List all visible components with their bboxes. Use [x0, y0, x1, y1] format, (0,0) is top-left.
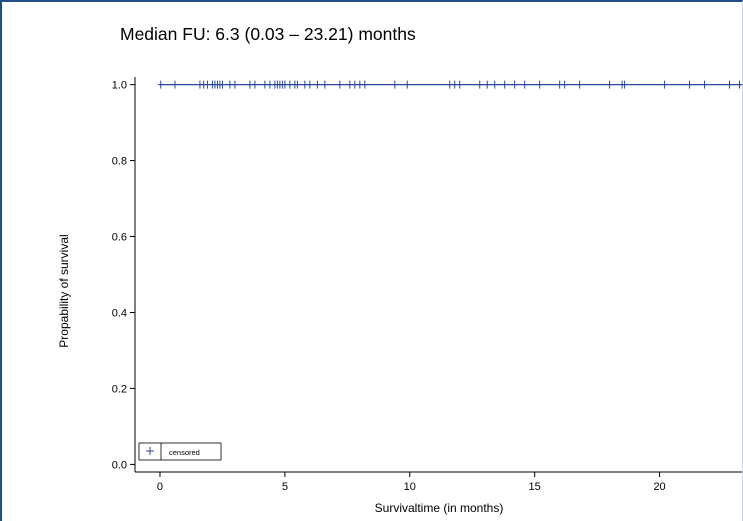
x-tick-label: 5: [282, 481, 288, 493]
x-tick-label: 10: [404, 481, 416, 493]
censored-mark: [561, 80, 568, 89]
y-tick-label: 0.0: [112, 459, 127, 471]
y-tick-label: 0.6: [112, 232, 127, 244]
censored-mark: [314, 80, 321, 89]
censored-mark: [321, 80, 328, 89]
censored-mark: [736, 80, 743, 89]
y-axis-label: Propability of survival: [57, 234, 71, 347]
censored-mark: [606, 80, 613, 89]
legend-box: [138, 442, 222, 461]
censored-mark: [251, 80, 258, 89]
censored-mark: [219, 80, 226, 89]
x-tick-label: 20: [653, 481, 665, 493]
censored-mark: [576, 80, 583, 89]
censored-mark: [157, 80, 164, 89]
censored-mark: [536, 80, 543, 89]
legend: censored: [138, 442, 222, 461]
y-tick-label: 0.4: [112, 307, 127, 319]
censored-mark: [361, 80, 368, 89]
x-axis-ticks: 0 5 10 15 20: [157, 472, 666, 493]
censored-mark: [476, 80, 483, 89]
censored-mark: [171, 80, 178, 89]
censored-mark: [336, 80, 343, 89]
y-tick-label: 0.8: [112, 156, 127, 168]
chart-title: Median FU: 6.3 (0.03 – 23.21) months: [120, 24, 416, 44]
x-tick-label: 15: [529, 481, 541, 493]
censored-mark: [404, 80, 411, 89]
censored-mark: [701, 80, 708, 89]
censored-marks: [157, 80, 743, 89]
censored-mark: [491, 80, 498, 89]
y-axis-ticks: 0.0 0.2 0.4 0.6 0.8 1.0: [112, 80, 135, 471]
x-axis-label: Survivaltime (in months): [375, 501, 504, 515]
censored-mark: [456, 80, 463, 89]
y-tick-label: 1.0: [112, 80, 127, 92]
censored-mark: [231, 80, 238, 89]
legend-censored-plus-icon: [146, 447, 154, 455]
censored-mark: [686, 80, 693, 89]
censored-mark: [484, 80, 491, 89]
censored-mark: [294, 80, 301, 89]
censored-mark: [511, 80, 518, 89]
y-tick-label: 0.2: [112, 383, 127, 395]
censored-mark: [621, 80, 628, 89]
censored-mark: [661, 80, 668, 89]
censored-mark: [521, 80, 528, 89]
x-tick-label: 0: [157, 481, 163, 493]
censored-mark: [501, 80, 508, 89]
censored-mark: [306, 80, 313, 89]
censored-mark: [391, 80, 398, 89]
legend-label-censored: censored: [169, 448, 200, 457]
censored-mark: [726, 80, 733, 89]
